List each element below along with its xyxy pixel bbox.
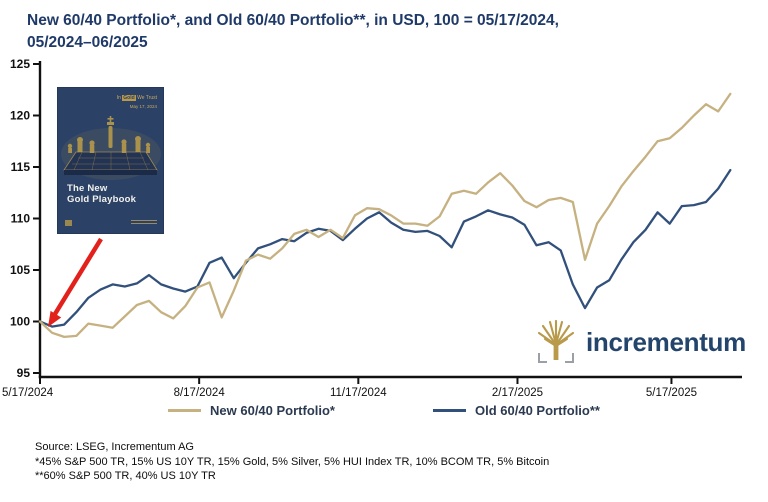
incrementum-logo: incrementum xyxy=(536,320,746,364)
chart-axes xyxy=(33,61,742,384)
book-author-lines xyxy=(131,220,157,226)
legend-line-swatch-old xyxy=(433,409,466,412)
y-tick-label: 115 xyxy=(11,160,31,174)
legend-label-new: New 60/40 Portfolio* xyxy=(210,403,335,418)
x-tick-label: 8/17/2024 xyxy=(174,387,226,399)
y-tick-label: 120 xyxy=(10,109,30,123)
chart-title-line2: 05/2024–06/2025 xyxy=(27,34,148,51)
x-tick-label: 5/17/2024 xyxy=(2,387,54,399)
book-brand-in-gold-we-trust: In Gold We Trust xyxy=(117,95,157,101)
chart-legend: New 60/40 Portfolio* Old 60/40 Portfolio… xyxy=(0,403,768,418)
book-brand-we-trust: We Trust xyxy=(137,95,157,101)
incrementum-logo-text: incrementum xyxy=(586,326,746,357)
footnote-old-portfolio: **60% S&P 500 TR, 40% US 10Y TR xyxy=(35,470,216,483)
book-title-line1: The New xyxy=(67,183,108,194)
book-brand-gold-box: Gold xyxy=(122,95,136,101)
footnote-new-portfolio: *45% S&P 500 TR, 15% US 10Y TR, 15% Gold… xyxy=(35,455,550,468)
book-date: May 17, 2024 xyxy=(129,104,157,109)
annotation-arrow xyxy=(48,237,103,327)
series-lines xyxy=(38,92,732,339)
y-tick-label: 100 xyxy=(10,315,30,329)
source-line: Source: LSEG, Incrementum AG xyxy=(35,441,194,453)
x-tick-label: 5/17/2025 xyxy=(646,387,697,399)
book-cover-new-gold-playbook: In Gold We Trust May 17, 2024 xyxy=(58,88,163,233)
chess-board-artwork xyxy=(61,116,161,180)
book-footer xyxy=(65,218,157,226)
incrementum-tree-icon xyxy=(537,320,575,363)
series-line-old xyxy=(38,168,732,328)
book-publisher-logo xyxy=(65,220,72,226)
chart-title-line1: New 60/40 Portfolio*, and Old 60/40 Port… xyxy=(27,12,559,29)
x-tick-label: 2/17/2025 xyxy=(492,387,543,399)
y-tick-label: 105 xyxy=(10,263,30,277)
axis-tick-labels: 95 100 105 110 115 120 125 5/17/2024 8/17/2024 11… xyxy=(2,57,697,399)
x-tick-label: 11/17/2024 xyxy=(330,387,387,399)
y-tick-label: 110 xyxy=(11,212,31,226)
legend-line-swatch-new xyxy=(168,409,202,412)
legend-item-new-6040: New 60/40 Portfolio* xyxy=(168,403,335,418)
y-tick-label: 125 xyxy=(10,57,30,71)
legend-label-old: Old 60/40 Portfolio** xyxy=(475,403,600,418)
book-title: The New Gold Playbook xyxy=(67,183,137,206)
book-title-line2: Gold Playbook xyxy=(67,193,137,205)
series-line-new xyxy=(38,92,732,339)
book-brand-in: In xyxy=(116,95,121,101)
legend-item-old-6040: Old 60/40 Portfolio** xyxy=(433,403,600,418)
y-tick-label: 95 xyxy=(17,366,31,380)
chart-title: New 60/40 Portfolio*, and Old 60/40 Port… xyxy=(27,10,742,54)
chart-footnotes: Source: LSEG, Incrementum AG *45% S&P 50… xyxy=(35,440,549,484)
